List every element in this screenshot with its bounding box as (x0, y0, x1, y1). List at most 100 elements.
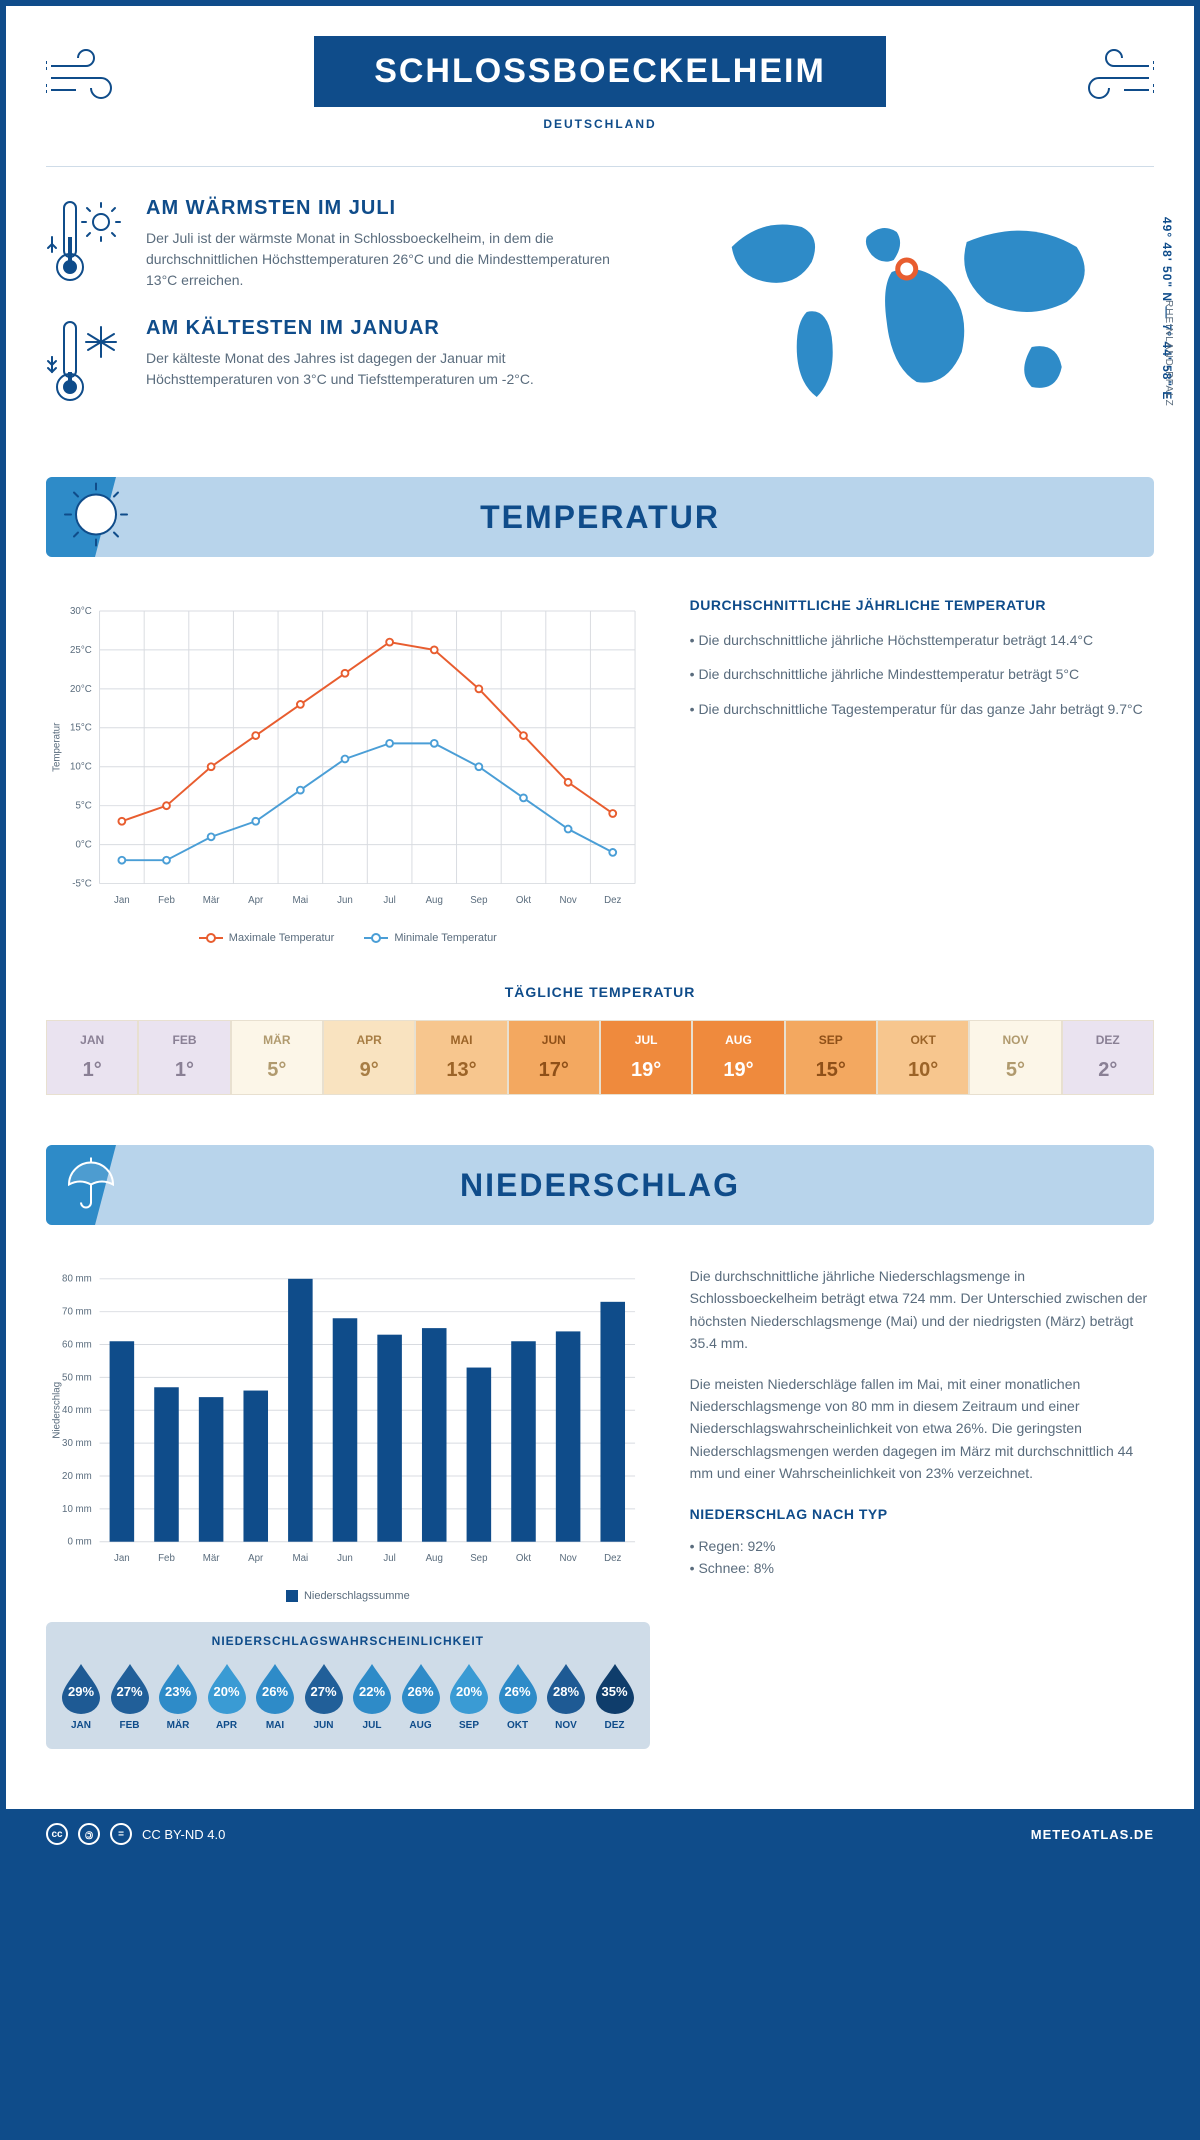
wind-icon (46, 46, 136, 111)
month-cell: JAN1° (46, 1020, 138, 1095)
by-icon: 🄯 (78, 1823, 100, 1845)
svg-text:0°C: 0°C (75, 840, 91, 851)
world-map: 49° 48' 50" N — 7° 44' 58" E RHEINLAND-P… (669, 197, 1154, 437)
legend-min: Minimale Temperatur (364, 932, 497, 944)
svg-text:60 mm: 60 mm (62, 1339, 92, 1350)
month-cell: AUG19° (692, 1020, 784, 1095)
svg-text:Mai: Mai (293, 1553, 309, 1564)
month-cell: SEP15° (785, 1020, 877, 1095)
svg-text:20 mm: 20 mm (62, 1471, 92, 1482)
temp-bullet: • Die durchschnittliche jährliche Höchst… (690, 629, 1154, 651)
svg-text:Nov: Nov (559, 1553, 576, 1564)
temperature-line-chart: -5°C0°C5°C10°C15°C20°C25°C30°CJanFebMärA… (46, 597, 650, 944)
month-cell: NOV5° (969, 1020, 1061, 1095)
month-cell: JUL19° (600, 1020, 692, 1095)
header: SCHLOSSBOECKELHEIM DEUTSCHLAND (46, 36, 1154, 131)
temp-bullet: • Die durchschnittliche Tagestemperatur … (690, 698, 1154, 720)
svg-text:-5°C: -5°C (72, 878, 92, 889)
nd-icon: = (110, 1823, 132, 1845)
site-label: METEOATLAS.DE (1031, 1827, 1154, 1842)
footer: cc 🄯 = CC BY-ND 4.0 METEOATLAS.DE (6, 1809, 1194, 1859)
precipitation-bar-chart: 0 mm10 mm20 mm30 mm40 mm50 mm60 mm70 mm8… (46, 1265, 650, 1602)
precipitation-probability-box: NIEDERSCHLAGSWAHRSCHEINLICHKEIT 29%JAN27… (46, 1622, 650, 1749)
svg-text:25°C: 25°C (70, 645, 92, 656)
page-title: SCHLOSSBOECKELHEIM (314, 36, 886, 107)
svg-text:15°C: 15°C (70, 723, 92, 734)
svg-text:Dez: Dez (604, 1553, 621, 1564)
svg-text:Dez: Dez (604, 895, 621, 906)
svg-text:Aug: Aug (426, 1553, 443, 1564)
temp-info-title: DURCHSCHNITTLICHE JÄHRLICHE TEMPERATUR (690, 597, 1154, 613)
thermometer-cold-icon (46, 317, 126, 412)
probability-drop: 29%JAN (60, 1662, 102, 1731)
temperature-section-header: TEMPERATUR (46, 477, 1154, 557)
coldest-fact: AM KÄLTESTEN IM JANUAR Der kälteste Mona… (46, 317, 629, 412)
probability-drop: 26%OKT (497, 1662, 539, 1731)
sun-icon (61, 480, 131, 555)
svg-text:Niederschlag: Niederschlag (52, 1382, 63, 1439)
svg-text:Aug: Aug (426, 895, 443, 906)
temp-bullet: • Die durchschnittliche jährliche Mindes… (690, 663, 1154, 685)
wind-icon (1064, 46, 1154, 111)
coldest-text: Der kälteste Monat des Jahres ist dagege… (146, 348, 629, 390)
daily-temp-title: TÄGLICHE TEMPERATUR (46, 984, 1154, 1000)
probability-drop: 20%SEP (448, 1662, 490, 1731)
precip-type-title: NIEDERSCHLAG NACH TYP (690, 1503, 1154, 1525)
svg-text:30 mm: 30 mm (62, 1438, 92, 1449)
svg-text:Temperatur: Temperatur (52, 722, 63, 772)
precip-text-2: Die meisten Niederschläge fallen im Mai,… (690, 1373, 1154, 1485)
daily-temp-table: JAN1°FEB1°MÄR5°APR9°MAI13°JUN17°JUL19°AU… (46, 1020, 1154, 1095)
svg-text:Jun: Jun (337, 1553, 353, 1564)
cc-icon: cc (46, 1823, 68, 1845)
probability-drop: 26%MAI (254, 1662, 296, 1731)
svg-text:30°C: 30°C (70, 606, 92, 617)
svg-text:Apr: Apr (248, 1553, 264, 1564)
month-cell: DEZ2° (1062, 1020, 1154, 1095)
probability-drop: 22%JUL (351, 1662, 393, 1731)
svg-text:Feb: Feb (158, 895, 175, 906)
month-cell: JUN17° (508, 1020, 600, 1095)
svg-text:Sep: Sep (470, 895, 487, 906)
svg-text:Jan: Jan (114, 1553, 130, 1564)
svg-text:Jul: Jul (383, 895, 395, 906)
svg-text:Nov: Nov (559, 895, 576, 906)
probability-drop: 26%AUG (400, 1662, 442, 1731)
warmest-text: Der Juli ist der wärmste Monat in Schlos… (146, 228, 629, 291)
legend-precip: Niederschlagssumme (286, 1590, 410, 1602)
temperature-title: TEMPERATUR (46, 499, 1154, 536)
coldest-title: AM KÄLTESTEN IM JANUAR (146, 317, 629, 340)
svg-text:70 mm: 70 mm (62, 1307, 92, 1318)
month-cell: MÄR5° (231, 1020, 323, 1095)
license-label: CC BY-ND 4.0 (142, 1827, 225, 1842)
svg-text:Jul: Jul (383, 1553, 395, 1564)
svg-text:Jun: Jun (337, 895, 353, 906)
svg-text:10°C: 10°C (70, 762, 92, 773)
month-cell: MAI13° (415, 1020, 507, 1095)
thermometer-hot-icon (46, 197, 126, 292)
precipitation-section-header: NIEDERSCHLAG (46, 1145, 1154, 1225)
probability-drop: 27%FEB (109, 1662, 151, 1731)
svg-text:40 mm: 40 mm (62, 1405, 92, 1416)
svg-text:Feb: Feb (158, 1553, 175, 1564)
svg-text:Okt: Okt (516, 1553, 531, 1564)
region-label: RHEINLAND-PFALZ (1163, 300, 1174, 407)
warmest-title: AM WÄRMSTEN IM JULI (146, 197, 629, 220)
month-cell: OKT10° (877, 1020, 969, 1095)
probability-drop: 28%NOV (545, 1662, 587, 1731)
svg-text:Mär: Mär (203, 1553, 221, 1564)
svg-text:Apr: Apr (248, 895, 264, 906)
svg-text:0 mm: 0 mm (67, 1537, 91, 1548)
umbrella-icon (61, 1153, 121, 1218)
legend-max: Maximale Temperatur (199, 932, 335, 944)
probability-drop: 20%APR (206, 1662, 248, 1731)
month-cell: APR9° (323, 1020, 415, 1095)
country-label: DEUTSCHLAND (46, 117, 1154, 131)
svg-text:Jan: Jan (114, 895, 130, 906)
svg-text:Okt: Okt (516, 895, 531, 906)
probability-drop: 35%DEZ (594, 1662, 636, 1731)
svg-text:5°C: 5°C (75, 801, 91, 812)
warmest-fact: AM WÄRMSTEN IM JULI Der Juli ist der wär… (46, 197, 629, 292)
prob-title: NIEDERSCHLAGSWAHRSCHEINLICHKEIT (60, 1634, 636, 1648)
svg-text:Mär: Mär (203, 895, 221, 906)
svg-text:10 mm: 10 mm (62, 1504, 92, 1515)
